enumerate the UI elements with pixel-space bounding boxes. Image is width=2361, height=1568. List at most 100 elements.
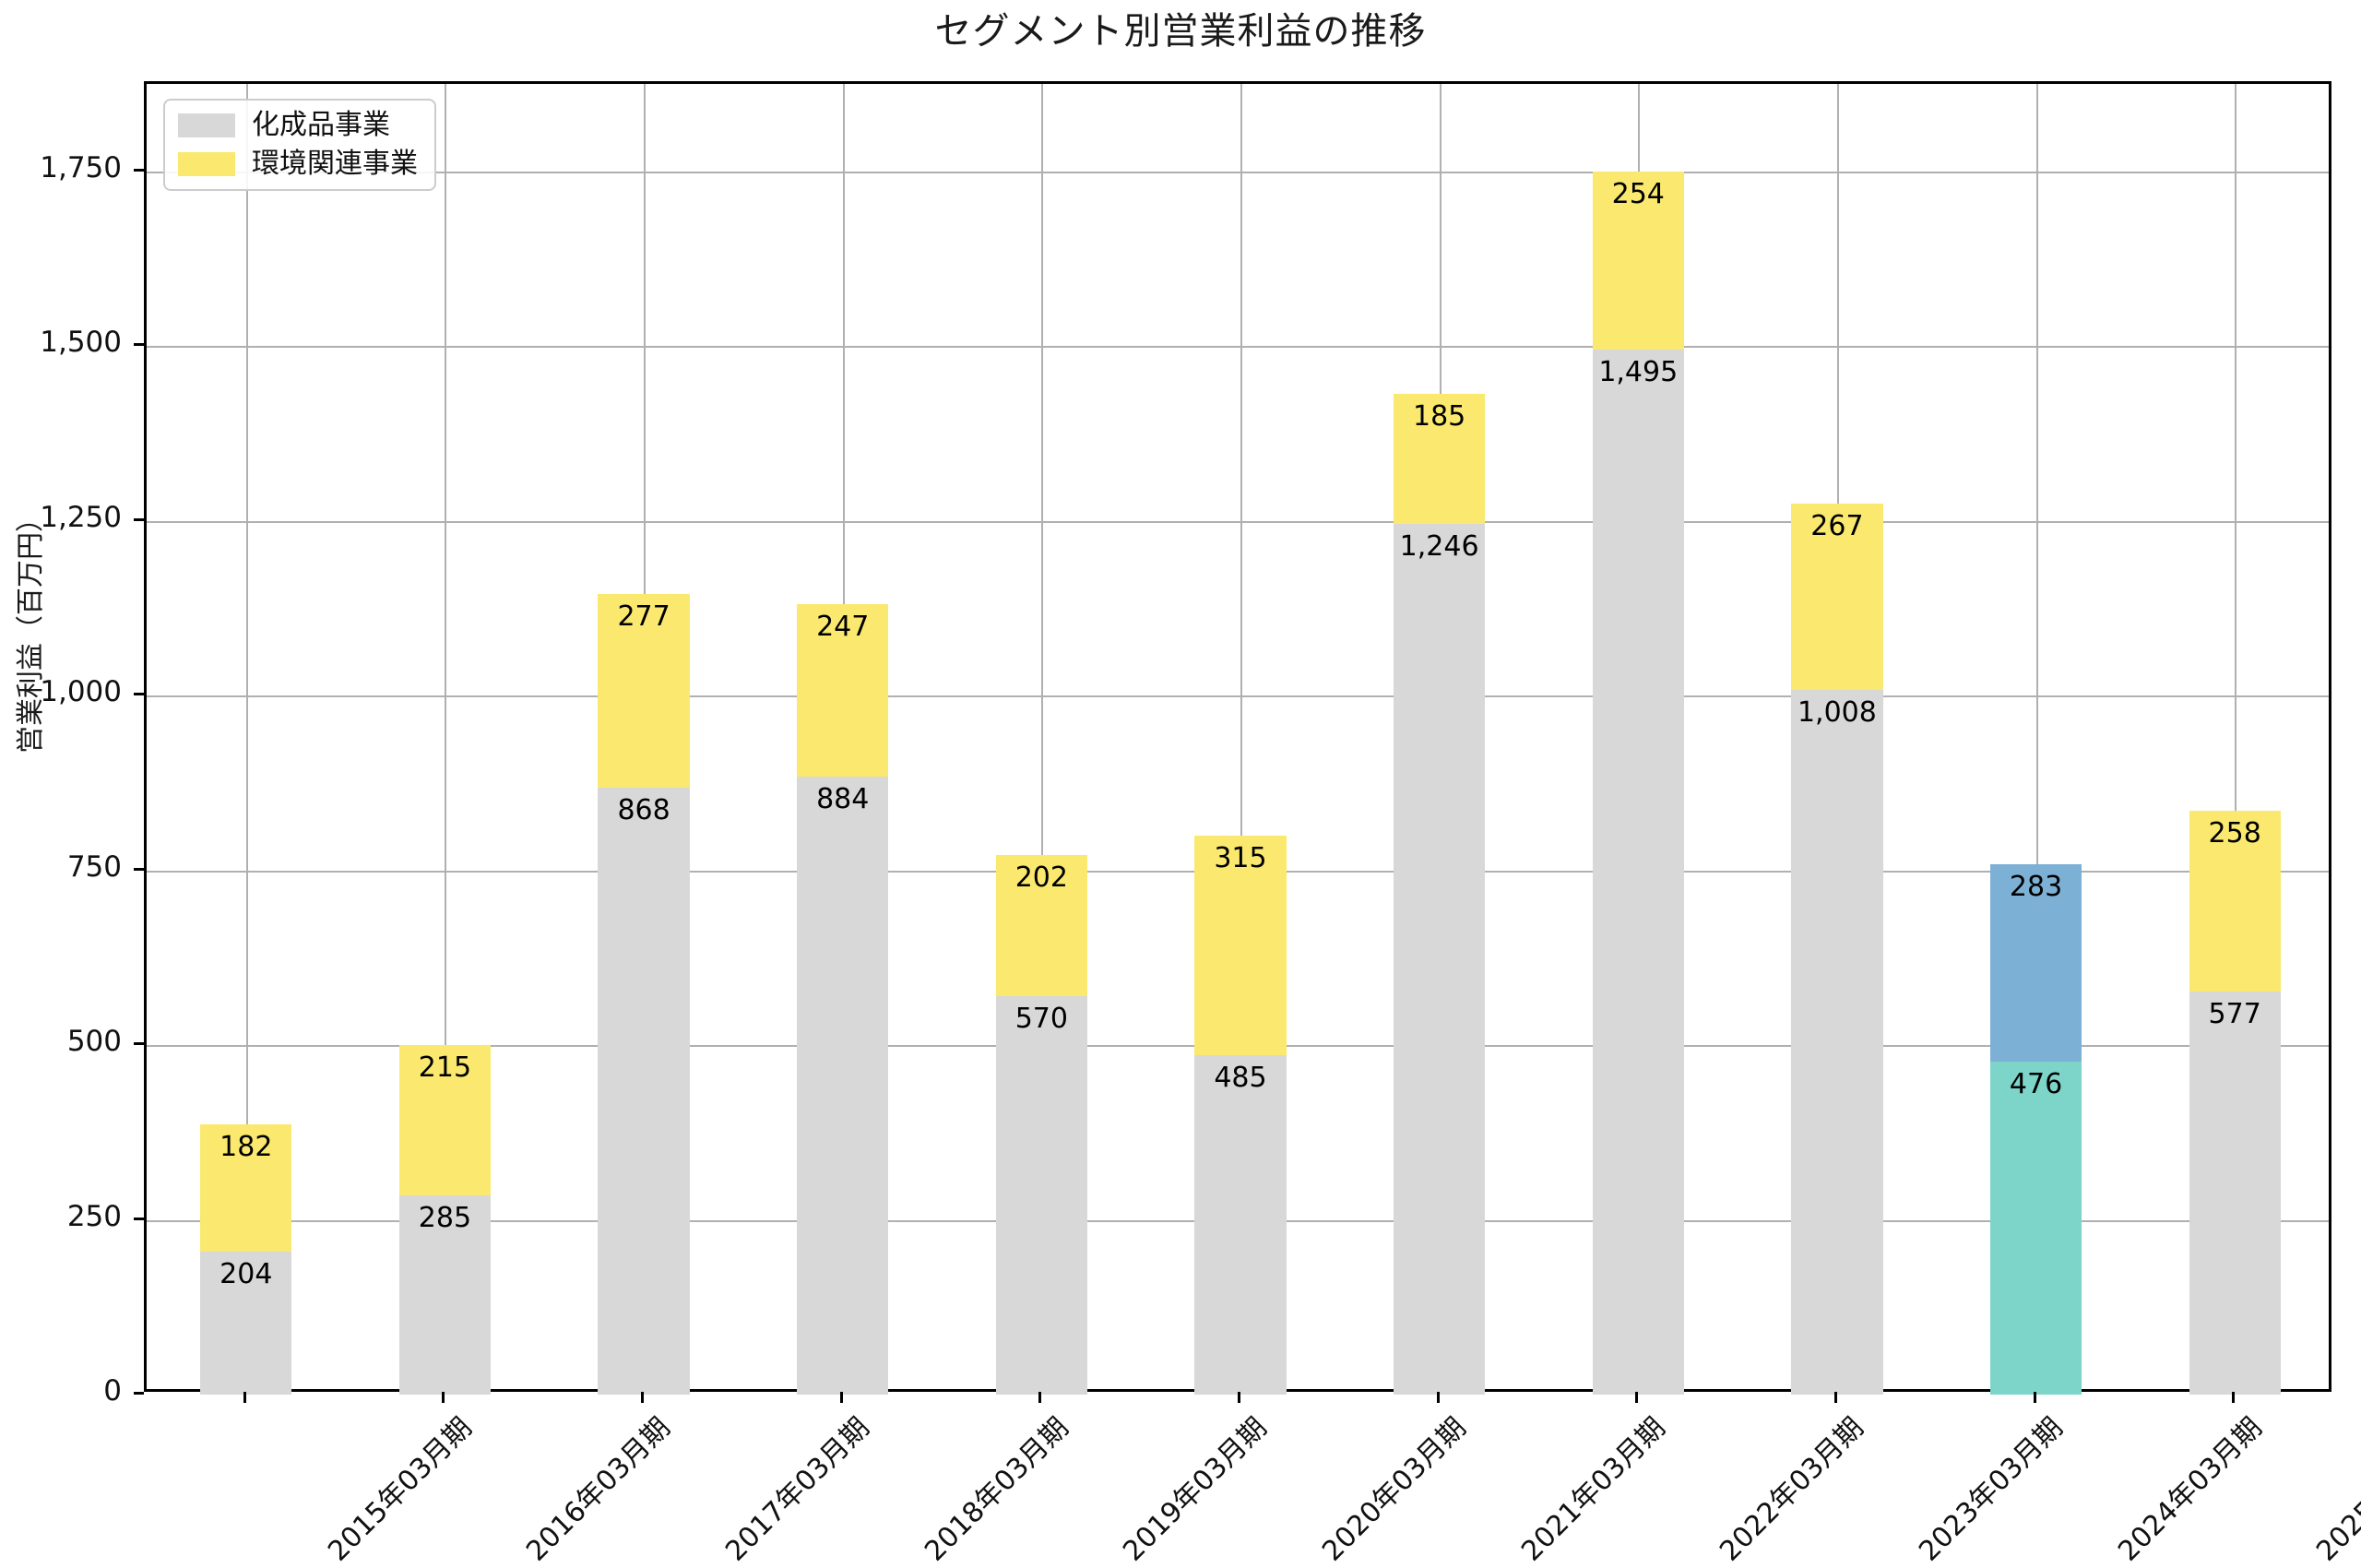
bar-segment-base (598, 788, 690, 1395)
legend-swatch-icon (178, 113, 235, 137)
gridline-horizontal (147, 171, 2329, 173)
x-tick-label: 2023年03月期 (1913, 1411, 2070, 1568)
bar-segment-top (797, 603, 889, 778)
x-tick-mark (1833, 1392, 1837, 1403)
y-tick-mark (134, 343, 144, 347)
bar-value-label-top: 283 (2009, 870, 2063, 903)
bar-segment-base (797, 777, 889, 1395)
gridline-vertical (1240, 84, 1242, 1389)
y-tick-mark (134, 693, 144, 696)
x-tick-label: 2016年03月期 (520, 1411, 678, 1568)
bar-segment-base (398, 1195, 492, 1395)
bar-segment-base (1394, 523, 1486, 1395)
bar-value-label-base: 577 (2208, 997, 2261, 1030)
gridline-vertical (445, 84, 447, 1389)
gridline-vertical (2235, 84, 2237, 1389)
y-tick-label: 500 (66, 1025, 122, 1059)
y-tick-mark (134, 867, 144, 871)
bar-value-label-top: 202 (1014, 861, 1068, 894)
legend-item-label: 環境関連事業 (252, 148, 418, 180)
bar-value-label-top: 254 (1611, 178, 1665, 211)
bar-value-label-base: 1,495 (1598, 355, 1679, 388)
y-tick-mark (134, 1042, 144, 1046)
y-tick-mark (134, 168, 144, 172)
page-title: セグメント別営業利益の推移 (934, 10, 1427, 53)
bar-value-label-top: 258 (2208, 817, 2261, 850)
bar-value-label-top: 277 (617, 600, 670, 634)
plot-area: 204 182 285 215 868 277 884 247 570 202 485 315 1,24… (144, 81, 2331, 1395)
bar-segment-top (1592, 172, 1684, 350)
gridline-vertical (245, 84, 248, 1389)
gridline-horizontal (147, 520, 2329, 523)
bar-value-label-base: 884 (816, 783, 870, 816)
x-tick-label: 2024年03月期 (2111, 1411, 2269, 1568)
bar-value-label-base: 476 (2009, 1068, 2063, 1101)
y-tick-mark (134, 1217, 144, 1220)
x-tick-mark (2033, 1392, 2036, 1403)
legend-swatch-icon (178, 152, 235, 176)
legend-item[interactable]: 環境関連事業 (178, 150, 418, 178)
legend-item[interactable]: 化成品事業 (178, 112, 418, 139)
bar-segment-base (995, 996, 1087, 1395)
x-tick-label: 2025年03月期 (2310, 1411, 2361, 1568)
bar-value-label-base: 285 (418, 1202, 472, 1234)
bar-value-label-top: 315 (1214, 841, 1267, 874)
y-tick-mark (134, 517, 144, 521)
chart-legend: 化成品事業環境関連事業 (163, 99, 436, 191)
y-tick-label: 1,750 (40, 150, 122, 184)
x-tick-label: 2019年03月期 (1117, 1411, 1274, 1568)
gridline-horizontal (147, 695, 2329, 698)
bar-segment-top (398, 1045, 492, 1195)
bar-value-label-base: 1,246 (1399, 529, 1479, 563)
bar-segment-base (200, 1252, 292, 1395)
bar-segment-top (598, 594, 690, 789)
bar-value-label-base: 570 (1014, 1003, 1068, 1036)
x-tick-mark (2232, 1392, 2236, 1403)
x-tick-mark (1436, 1392, 1440, 1403)
y-tick-label: 1,500 (40, 326, 122, 360)
x-tick-label: 2021年03月期 (1514, 1411, 1672, 1568)
x-tick-mark (243, 1392, 246, 1403)
bar-value-label-top: 247 (816, 610, 870, 643)
x-tick-label: 2020年03月期 (1316, 1411, 1473, 1568)
y-tick-label: 250 (66, 1199, 122, 1233)
gridline-vertical (2035, 84, 2038, 1389)
bar-segment-base (1989, 1062, 2082, 1395)
bar-segment-top (2189, 811, 2281, 992)
x-tick-label: 2017年03月期 (719, 1411, 876, 1568)
bar-value-label-base: 868 (617, 794, 670, 827)
x-tick-mark (1238, 1392, 1240, 1403)
y-tick-label: 0 (103, 1374, 122, 1408)
bar-value-label-top: 185 (1412, 400, 1466, 434)
x-tick-label: 2018年03月期 (918, 1411, 1075, 1568)
x-tick-mark (839, 1392, 843, 1403)
bar-segment-base (1194, 1055, 1287, 1395)
bar-segment-top (1791, 503, 1883, 691)
bar-segment-top (995, 854, 1087, 996)
bar-segment-base (1592, 349, 1684, 1395)
gridline-horizontal (147, 346, 2329, 349)
y-tick-label: 1,000 (40, 675, 122, 709)
y-tick-label: 1,250 (40, 500, 122, 534)
bar-segment-top (1194, 835, 1287, 1056)
x-tick-mark (641, 1392, 645, 1403)
bar-segment-top (1989, 863, 2082, 1063)
bar-segment-base (1791, 690, 1883, 1395)
bar-segment-top (1394, 394, 1486, 524)
bar-value-label-base: 1,008 (1797, 696, 1877, 730)
bar-value-label-top: 182 (219, 1131, 273, 1164)
x-tick-mark (1038, 1392, 1042, 1403)
bar-segment-top (200, 1124, 292, 1253)
legend-item-label: 化成品事業 (252, 109, 390, 141)
y-tick-mark (134, 1392, 144, 1395)
x-tick-mark (442, 1392, 445, 1403)
x-tick-label: 2015年03月期 (322, 1411, 479, 1568)
bar-value-label-top: 267 (1810, 509, 1864, 542)
bar-value-label-top: 215 (418, 1051, 472, 1085)
bar-value-label-base: 204 (219, 1258, 273, 1291)
gridline-vertical (1041, 84, 1044, 1389)
y-tick-label: 750 (66, 849, 122, 884)
x-tick-mark (1635, 1392, 1639, 1403)
x-tick-label: 2022年03月期 (1714, 1411, 1870, 1568)
